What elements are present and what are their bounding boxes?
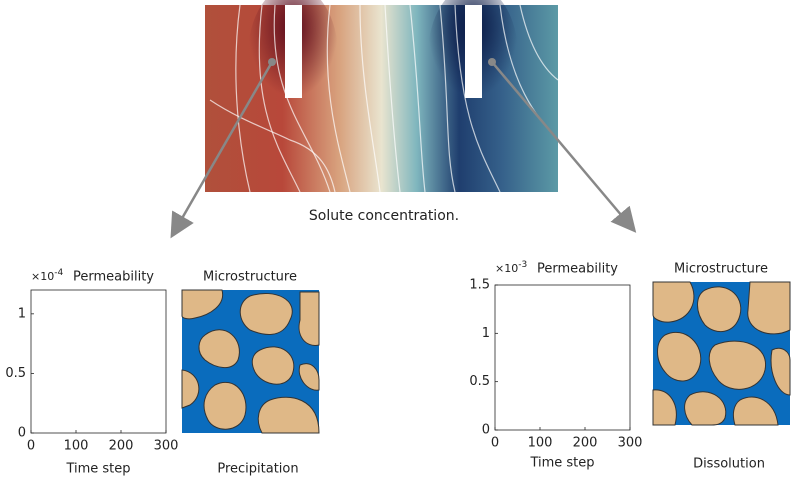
microstructure-caption: Precipitation: [217, 462, 298, 477]
x-axis-label: Time step: [529, 456, 594, 471]
y-tick-label: 0.5: [469, 374, 490, 389]
y-tick-label: 1: [482, 326, 490, 341]
x-tick-label: 200: [573, 436, 598, 451]
x-tick-label: 300: [618, 436, 643, 451]
y-multiplier: ×10-3: [495, 260, 527, 276]
y-tick-label: 0.5: [5, 366, 26, 381]
x-tick-label: 0: [491, 436, 499, 451]
arrow: [491, 61, 637, 233]
microstructure-title: Microstructure: [674, 262, 768, 277]
chart-title: Permeability: [537, 262, 618, 277]
probe-point: [488, 58, 496, 66]
x-axis-label: Time step: [65, 462, 130, 477]
x-tick-label: 300: [154, 439, 179, 454]
microstructure-caption: Dissolution: [693, 457, 765, 472]
y-multiplier-base: ×10: [31, 270, 54, 283]
arrow: [170, 61, 274, 239]
concentration-map: [205, 0, 559, 193]
y-multiplier-base: ×10: [495, 262, 518, 275]
caption: Solute concentration.: [309, 208, 459, 224]
microstructure-image: [652, 281, 791, 426]
y-tick-label: 0: [482, 423, 490, 438]
y-tick-label: 1: [18, 306, 26, 321]
chart-title: Permeability: [73, 270, 154, 285]
y-multiplier: ×10-4: [31, 268, 63, 284]
probe-point: [268, 58, 276, 66]
x-tick-label: 200: [109, 439, 134, 454]
microstructure-title: Microstructure: [203, 270, 297, 285]
y-tick-label: 0: [18, 426, 26, 441]
y-multiplier-exponent: -3: [518, 260, 527, 270]
y-multiplier-exponent: -4: [54, 268, 63, 278]
x-tick-label: 0: [27, 439, 35, 454]
plot-area: [494, 284, 631, 431]
y-tick-label: 1.5: [469, 278, 490, 293]
plot-area: [30, 289, 167, 434]
x-tick-label: 100: [64, 439, 89, 454]
microstructure-image: [181, 289, 320, 434]
x-tick-label: 100: [528, 436, 553, 451]
